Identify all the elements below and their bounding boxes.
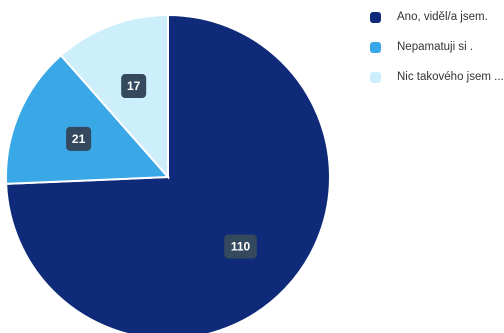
data-label-box-nepamatuji <box>66 126 92 151</box>
data-label-box-nic <box>121 74 147 99</box>
legend-item-nepamatuji[interactable]: Nepamatuji si . <box>370 39 504 55</box>
data-label-box-ano <box>224 234 257 259</box>
pie-slice-nic[interactable] <box>59 13 169 180</box>
data-label-value-ano: 110 <box>231 239 251 253</box>
legend-label-nepamatuji: Nepamatuji si . <box>397 41 474 53</box>
legend-label-ano: Ano, viděl/a jsem. <box>397 11 488 23</box>
pie-data-labels: 110 21 17 <box>66 74 257 259</box>
chart-legend: Ano, viděl/a jsem. Nepamatuji si . Nic t… <box>370 9 504 99</box>
pie-slices <box>5 13 331 333</box>
legend-item-ano[interactable]: Ano, viděl/a jsem. <box>370 9 504 25</box>
legend-item-nic[interactable]: Nic takového jsem ... <box>370 69 504 85</box>
data-label-value-nic: 17 <box>127 79 141 93</box>
data-label-ano: 110 <box>224 234 257 259</box>
legend-swatch-nic <box>370 71 381 83</box>
data-label-value-nepamatuji: 21 <box>72 132 86 146</box>
legend-swatch-nepamatuji <box>370 41 381 53</box>
legend-label-nic: Nic takového jsem ... <box>397 71 504 83</box>
data-label-nic: 17 <box>121 74 147 99</box>
data-label-nepamatuji: 21 <box>66 126 92 151</box>
pie-slice-nepamatuji[interactable] <box>5 53 171 185</box>
legend-swatch-ano <box>370 11 381 23</box>
